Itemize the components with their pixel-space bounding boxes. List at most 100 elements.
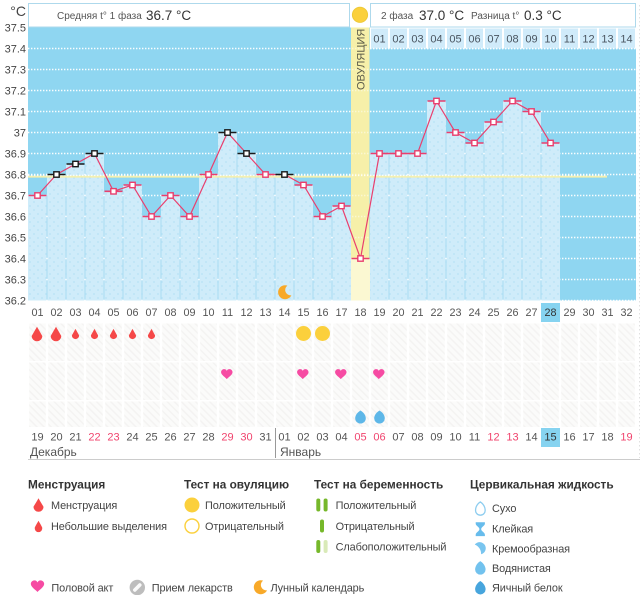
svg-text:13: 13 xyxy=(601,34,613,46)
svg-text:Яичный белок: Яичный белок xyxy=(492,583,563,595)
svg-text:10: 10 xyxy=(544,34,556,46)
svg-text:08: 08 xyxy=(506,34,518,46)
svg-text:Отрицательный: Отрицательный xyxy=(205,521,284,533)
svg-text:25: 25 xyxy=(145,432,157,444)
svg-text:19: 19 xyxy=(31,432,43,444)
svg-text:Положительный: Положительный xyxy=(336,500,417,512)
svg-text:01: 01 xyxy=(278,432,290,444)
svg-text:21: 21 xyxy=(411,307,423,319)
svg-text:06: 06 xyxy=(373,432,385,444)
svg-text:29: 29 xyxy=(563,307,575,319)
svg-text:36.7 °C: 36.7 °C xyxy=(146,8,191,23)
svg-text:Тест на овуляцию: Тест на овуляцию xyxy=(184,478,289,492)
svg-text:02: 02 xyxy=(392,34,404,46)
svg-text:36.9: 36.9 xyxy=(5,149,26,161)
svg-text:22: 22 xyxy=(430,307,442,319)
svg-text:04: 04 xyxy=(88,307,100,319)
svg-text:17: 17 xyxy=(582,432,594,444)
svg-text:37.4: 37.4 xyxy=(5,44,26,56)
svg-text:16: 16 xyxy=(563,432,575,444)
svg-text:Менструация: Менструация xyxy=(28,478,105,492)
svg-text:18: 18 xyxy=(354,307,366,319)
svg-text:14: 14 xyxy=(525,432,537,444)
svg-text:24: 24 xyxy=(126,432,138,444)
svg-text:31: 31 xyxy=(601,307,613,319)
svg-text:03: 03 xyxy=(316,432,328,444)
svg-text:09: 09 xyxy=(183,307,195,319)
svg-text:36.6: 36.6 xyxy=(5,212,26,224)
svg-text:ОВУЛЯЦИЯ: ОВУЛЯЦИЯ xyxy=(356,29,368,90)
svg-text:37: 37 xyxy=(14,128,26,140)
svg-text:14: 14 xyxy=(278,307,290,319)
svg-text:36.8: 36.8 xyxy=(5,170,26,182)
svg-text:03: 03 xyxy=(411,34,423,46)
svg-text:32: 32 xyxy=(620,307,632,319)
svg-text:11: 11 xyxy=(564,34,575,46)
svg-text:36.4: 36.4 xyxy=(5,254,26,266)
svg-text:24: 24 xyxy=(468,307,480,319)
svg-text:17: 17 xyxy=(335,307,347,319)
svg-text:Кремообразная: Кремообразная xyxy=(492,543,570,555)
svg-text:20: 20 xyxy=(50,432,62,444)
svg-text:02: 02 xyxy=(297,432,309,444)
svg-text:27: 27 xyxy=(183,432,195,444)
svg-text:Положительный: Положительный xyxy=(205,500,286,512)
svg-text:11: 11 xyxy=(222,307,233,319)
svg-text:36.2: 36.2 xyxy=(5,296,26,308)
svg-text:23: 23 xyxy=(107,432,119,444)
svg-text:12: 12 xyxy=(240,307,252,319)
svg-text:37.2: 37.2 xyxy=(5,86,26,98)
svg-text:11: 11 xyxy=(469,432,480,444)
svg-text:08: 08 xyxy=(411,432,423,444)
svg-text:06: 06 xyxy=(468,34,480,46)
svg-text:Цервикальная жидкость: Цервикальная жидкость xyxy=(470,478,614,492)
svg-text:04: 04 xyxy=(335,432,347,444)
svg-text:37.0 °C: 37.0 °C xyxy=(419,8,464,23)
svg-text:30: 30 xyxy=(582,307,594,319)
svg-text:27: 27 xyxy=(525,307,537,319)
svg-text:14: 14 xyxy=(620,34,632,46)
svg-text:01: 01 xyxy=(373,34,385,46)
svg-text:08: 08 xyxy=(164,307,176,319)
svg-text:28: 28 xyxy=(202,432,214,444)
svg-text:30: 30 xyxy=(240,432,252,444)
svg-text:31: 31 xyxy=(259,432,271,444)
svg-text:Прием лекарств: Прием лекарств xyxy=(152,583,233,595)
svg-text:36.3: 36.3 xyxy=(5,275,26,287)
svg-text:Небольшие выделения: Небольшие выделения xyxy=(51,521,167,533)
svg-text:12: 12 xyxy=(582,34,594,46)
svg-text:25: 25 xyxy=(487,307,499,319)
svg-text:Сухо: Сухо xyxy=(492,503,516,515)
svg-text:Слабоположительный: Слабоположительный xyxy=(336,542,447,554)
svg-text:13: 13 xyxy=(259,307,271,319)
svg-text:03: 03 xyxy=(69,307,81,319)
svg-text:22: 22 xyxy=(88,432,100,444)
svg-text:15: 15 xyxy=(297,307,309,319)
svg-text:16: 16 xyxy=(316,307,328,319)
svg-text:05: 05 xyxy=(107,307,119,319)
svg-text:06: 06 xyxy=(126,307,138,319)
svg-text:Отрицательный: Отрицательный xyxy=(336,521,415,533)
svg-text:Клейкая: Клейкая xyxy=(492,524,533,536)
svg-text:28: 28 xyxy=(544,307,556,319)
svg-text:07: 07 xyxy=(145,307,157,319)
svg-text:Январь: Январь xyxy=(280,445,321,459)
svg-text:15: 15 xyxy=(544,432,556,444)
svg-text:Тест на беременность: Тест на беременность xyxy=(314,478,443,492)
svg-text:01: 01 xyxy=(31,307,43,319)
svg-text:20: 20 xyxy=(392,307,404,319)
svg-text:10: 10 xyxy=(449,432,461,444)
svg-text:37.3: 37.3 xyxy=(5,65,26,77)
svg-text:2 фаза: 2 фаза xyxy=(381,10,414,22)
svg-text:07: 07 xyxy=(392,432,404,444)
svg-text:0.3 °C: 0.3 °C xyxy=(524,8,562,23)
svg-text:37.5: 37.5 xyxy=(5,23,26,35)
svg-text:10: 10 xyxy=(202,307,214,319)
svg-text:Разница t°: Разница t° xyxy=(471,11,519,22)
svg-text:09: 09 xyxy=(430,432,442,444)
svg-text:18: 18 xyxy=(601,432,613,444)
svg-text:26: 26 xyxy=(164,432,176,444)
svg-text:21: 21 xyxy=(69,432,81,444)
svg-text:05: 05 xyxy=(449,34,461,46)
svg-text:04: 04 xyxy=(430,34,442,46)
